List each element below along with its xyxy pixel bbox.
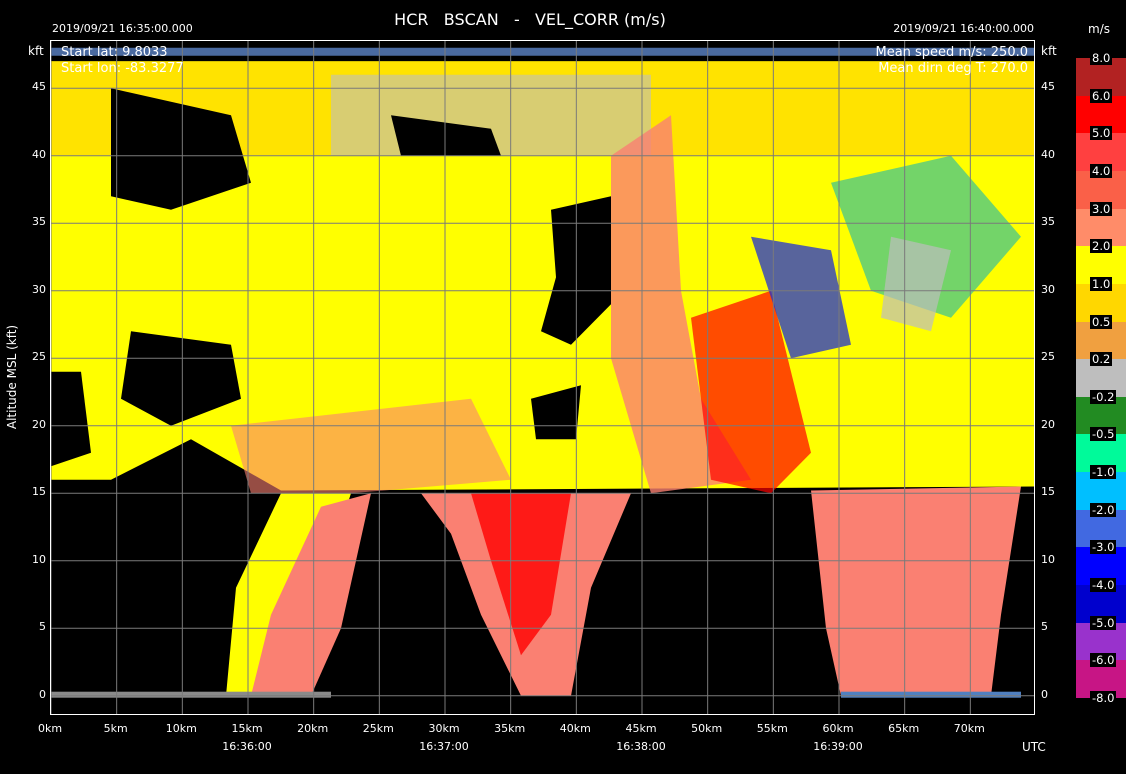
time-tick-label: 16:38:00 <box>616 740 666 753</box>
y-tick-label-right: 40 <box>1041 147 1055 161</box>
x-tick-label: 0km <box>38 722 63 735</box>
colorbar-label: -8.0 <box>1090 691 1117 705</box>
y-tick-label-right: 5 <box>1041 620 1048 634</box>
colorbar-label: -5.0 <box>1090 615 1117 630</box>
surface-right <box>841 691 1021 698</box>
precip-left <box>251 493 371 696</box>
y-tick-label: 10 <box>32 552 46 566</box>
start-lon: Start lon: -83.3277 <box>61 61 184 76</box>
y-tick-label-right: 15 <box>1041 485 1055 499</box>
mean-dirn: Mean dirn deg T: 270.0 <box>878 61 1028 76</box>
x-tick-label: 25km <box>362 722 394 735</box>
utc-label: UTC <box>1022 740 1046 754</box>
colorbar-label: 5.0 <box>1090 126 1113 141</box>
colorbar-label: 6.0 <box>1090 88 1113 103</box>
y-tick-label: 25 <box>32 350 46 364</box>
y-tick-label: 15 <box>32 485 46 499</box>
x-tick-label: 45km <box>625 722 657 735</box>
gray-patch-right <box>881 236 951 332</box>
colorbar-label: 3.0 <box>1090 201 1113 216</box>
gap-top-center <box>391 115 501 156</box>
y-tick-label-right: 45 <box>1041 80 1055 94</box>
y-unit-left: kft <box>28 44 44 58</box>
precip-center-core <box>471 493 571 656</box>
colorbar-label: -0.2 <box>1090 389 1117 404</box>
end-time: 2019/09/21 16:40:00.000 <box>893 22 1034 35</box>
time-tick-label: 16:39:00 <box>813 740 863 753</box>
convective-cell-2 <box>691 290 811 494</box>
y-tick-label-right: 0 <box>1041 687 1048 701</box>
x-tick-label: 20km <box>297 722 329 735</box>
y-tick-label-right: 25 <box>1041 350 1055 364</box>
colorbar-units: m/s <box>1088 22 1110 36</box>
gap-left-mid <box>121 331 241 426</box>
colorbar-label: -3.0 <box>1090 540 1117 555</box>
x-tick-label: 5km <box>103 722 128 735</box>
y-tick-label: 40 <box>32 147 46 161</box>
y-tick-label-right: 10 <box>1041 552 1055 566</box>
colorbar-label: -0.5 <box>1090 427 1117 442</box>
chart-title: HCR BSCAN - VEL_CORR (m/s) <box>394 10 666 29</box>
precip-right <box>811 486 1021 696</box>
time-tick-label: 16:37:00 <box>419 740 469 753</box>
colorbar-label: 0.2 <box>1090 352 1113 367</box>
colorbar-label: 1.0 <box>1090 276 1113 291</box>
gap-upper-left <box>111 88 251 210</box>
x-tick-label: 35km <box>494 722 526 735</box>
time-tick-label: 16:36:00 <box>222 740 272 753</box>
colorbar-label: -4.0 <box>1090 578 1117 593</box>
x-tick-label: 40km <box>559 722 591 735</box>
convective-cell-1 <box>611 115 751 494</box>
y-tick-label: 35 <box>32 215 46 229</box>
x-tick-label: 55km <box>756 722 788 735</box>
x-tick-label: 15km <box>231 722 263 735</box>
y-axis-label: Altitude MSL (kft) <box>5 324 19 430</box>
x-tick-label: 10km <box>165 722 197 735</box>
colorbar-label: -1.0 <box>1090 465 1117 480</box>
colorbar-label: -6.0 <box>1090 653 1117 668</box>
x-tick-label: 30km <box>428 722 460 735</box>
y-tick-label: 0 <box>39 687 46 701</box>
surface-left <box>51 691 331 698</box>
colorbar: 8.0 6.0 5.0 4.0 3.0 2.0 1.0 0.5 0.2 -0.2 -0.5 -1.0 -… <box>1076 51 1126 705</box>
x-tick-label: 50km <box>691 722 723 735</box>
colorbar-label: 2.0 <box>1090 239 1113 254</box>
colorbar-label: 8.0 <box>1090 51 1113 65</box>
start-lat: Start lat: 9.8033 <box>61 45 168 60</box>
start-time: 2019/09/21 16:35:00.000 <box>52 22 193 35</box>
y-unit-right: kft <box>1041 44 1057 58</box>
y-tick-label: 30 <box>32 282 46 296</box>
downdraft-blue <box>751 236 851 359</box>
y-tick-label: 5 <box>39 620 46 634</box>
colorbar-label: 0.5 <box>1090 314 1113 329</box>
salmon-band-left <box>231 398 511 494</box>
x-tick-label: 70km <box>953 722 985 735</box>
y-tick-label-right: 20 <box>1041 417 1055 431</box>
mean-speed: Mean speed m/s: 250.0 <box>875 45 1028 60</box>
colorbar-label: 4.0 <box>1090 163 1113 178</box>
cyan-region <box>831 155 1021 318</box>
top-strip <box>51 47 1034 56</box>
y-tick-label-right: 30 <box>1041 282 1055 296</box>
y-tick-label: 45 <box>32 80 46 94</box>
plot-area: Start lat: 9.8033 Start lon: -83.3277 Me… <box>50 40 1035 715</box>
bscan-image <box>51 41 1034 714</box>
gap-left-edge <box>51 371 91 467</box>
x-tick-label: 65km <box>888 722 920 735</box>
y-tick-label: 20 <box>32 417 46 431</box>
x-tick-label: 60km <box>822 722 854 735</box>
y-tick-label-right: 35 <box>1041 215 1055 229</box>
colorbar-label: -2.0 <box>1090 502 1117 517</box>
